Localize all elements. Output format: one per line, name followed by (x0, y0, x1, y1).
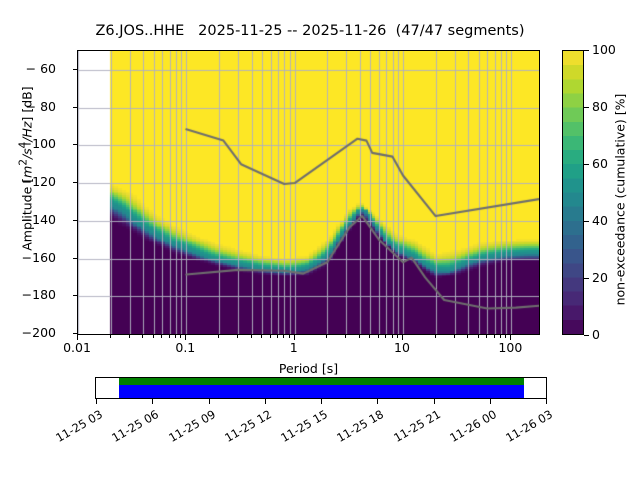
colorbar-tick-mark (584, 164, 589, 166)
timeline-tick-label: 11-26 03 (503, 407, 555, 445)
timeline-tick-mark (209, 399, 211, 404)
x-tick-major-mark (402, 335, 404, 340)
timeline-tick-mark (546, 399, 548, 404)
colorbar-tick-mark (584, 107, 589, 109)
y-tick-label: −140 (21, 211, 56, 227)
colorbar-label: non-exceedance (cumulative) [%] (612, 93, 628, 306)
timeline-tick-mark (490, 399, 492, 404)
x-tick-major-mark (185, 335, 187, 340)
timeline-tick-label: 11-26 00 (446, 407, 499, 445)
x-tick-minor-mark (142, 335, 144, 338)
x-tick-minor-mark (237, 335, 239, 338)
x-tick-minor-mark (378, 335, 380, 338)
y-tick-mark (73, 144, 77, 146)
colorbar-tick-label: 80 (592, 99, 608, 114)
timeline-tick-label: 11-25 06 (109, 407, 162, 445)
y-tick-mark (73, 220, 77, 222)
timeline-segment-blue[interactable] (119, 385, 525, 398)
y-tick-label: − 60 (25, 60, 56, 76)
colorbar-tick-mark (584, 278, 589, 280)
timeline-tick-mark (321, 399, 323, 404)
y-tick-label: −200 (21, 325, 56, 340)
colorbar-tick-label: 20 (592, 270, 608, 285)
x-tick-minor-mark (467, 335, 469, 338)
x-tick-minor-mark (326, 335, 328, 338)
x-tick-minor-mark (218, 335, 220, 338)
timeline-tick-mark (96, 399, 98, 404)
x-tick-minor-mark (110, 335, 112, 338)
x-tick-minor-mark (369, 335, 371, 338)
x-tick-major-mark (77, 335, 79, 340)
x-tick-minor-mark (494, 335, 496, 338)
x-tick-minor-mark (505, 335, 507, 338)
y-tick-label: −100 (21, 136, 56, 152)
timeline-tick-mark (377, 399, 379, 404)
page-title: Z6.JOS..HHE 2025-11-25 -- 2025-11-26 (47… (95, 23, 525, 39)
x-tick-minor-mark (500, 335, 502, 338)
x-tick-major-mark (510, 335, 512, 340)
timeline-segment-green[interactable] (119, 378, 525, 385)
colorbar-tick-mark (584, 50, 589, 52)
timeline-tick-label: 11-25 03 (53, 407, 105, 445)
colorbar-tick-label: 0 (592, 327, 600, 342)
x-tick-minor-mark (392, 335, 394, 338)
colorbar-gradient (563, 51, 583, 334)
timeline-tick-label: 11-25 12 (221, 407, 274, 445)
x-tick-minor-mark (283, 335, 285, 338)
x-axis-label: Period [s] (278, 361, 339, 376)
y-tick-mark (73, 107, 77, 109)
y-tick-label: − 80 (25, 98, 56, 114)
colorbar-tick-mark (584, 221, 589, 223)
x-tick-minor-mark (385, 335, 387, 338)
x-tick-minor-mark (161, 335, 163, 338)
x-tick-label: 0.01 (63, 340, 91, 355)
timeline-tick-mark (152, 399, 154, 404)
x-tick-minor-mark (175, 335, 177, 338)
colorbar-tick-label: 60 (592, 156, 608, 171)
x-tick-minor-mark (153, 335, 155, 338)
colorbar-tick-label: 100 (592, 42, 616, 57)
x-tick-label: 100 (498, 340, 523, 355)
colorbar-tick-label: 40 (592, 213, 608, 228)
x-tick-minor-mark (270, 335, 272, 338)
x-tick-minor-mark (435, 335, 437, 338)
x-tick-minor-mark (478, 335, 480, 338)
colorbar (562, 50, 584, 335)
x-tick-minor-mark (359, 335, 361, 338)
y-tick-mark (73, 333, 77, 335)
timeline-tick-label: 11-25 18 (334, 407, 387, 445)
x-tick-minor-mark (454, 335, 456, 338)
y-tick-label: −160 (21, 249, 56, 265)
data-coverage-timeline[interactable] (95, 377, 547, 399)
x-tick-minor-mark (251, 335, 253, 338)
x-tick-minor-mark (289, 335, 291, 338)
y-tick-mark (73, 295, 77, 297)
timeline-tick-mark (434, 399, 436, 404)
x-tick-minor-mark (486, 335, 488, 338)
timeline-tick-label: 11-25 09 (165, 407, 218, 445)
x-tick-label: 10 (394, 340, 410, 355)
y-tick-label: −120 (21, 174, 56, 190)
timeline-tick-label: 11-25 21 (390, 407, 443, 445)
x-tick-minor-mark (129, 335, 131, 338)
y-tick-mark (73, 258, 77, 260)
y-tick-mark (73, 69, 77, 71)
timeline-tick-mark (265, 399, 267, 404)
x-tick-minor-mark (397, 335, 399, 338)
x-tick-major-mark (294, 335, 296, 340)
x-tick-minor-mark (345, 335, 347, 338)
x-tick-label: 0.1 (175, 340, 196, 355)
x-tick-minor-mark (261, 335, 263, 338)
x-tick-minor-mark (180, 335, 182, 338)
colorbar-tick-mark (584, 335, 589, 337)
ppsd-histogram-canvas (78, 51, 539, 334)
y-tick-label: −180 (21, 287, 56, 303)
x-tick-label: 1 (289, 340, 298, 355)
timeline-tick-label: 11-25 15 (278, 407, 330, 445)
ppsd-plot-area[interactable] (77, 50, 540, 335)
x-tick-minor-mark (277, 335, 279, 338)
y-tick-mark (73, 182, 77, 184)
x-tick-minor-mark (169, 335, 171, 338)
